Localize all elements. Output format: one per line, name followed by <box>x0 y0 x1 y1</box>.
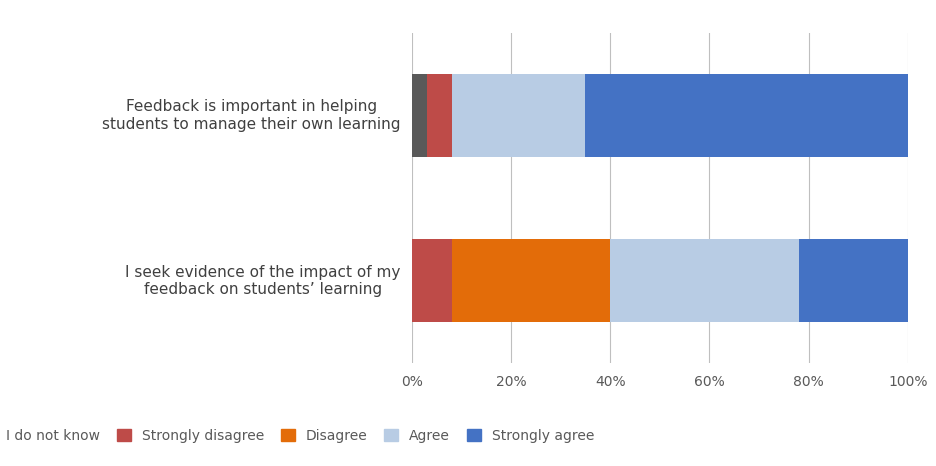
Legend: I do not know, Strongly disagree, Disagree, Agree, Strongly agree: I do not know, Strongly disagree, Disagr… <box>0 424 600 448</box>
Bar <box>798 240 908 322</box>
Bar <box>412 240 451 322</box>
Bar <box>451 240 610 322</box>
Bar <box>586 74 908 157</box>
Bar <box>451 74 586 157</box>
Bar <box>610 240 798 322</box>
Bar <box>412 74 427 157</box>
Bar <box>427 74 451 157</box>
